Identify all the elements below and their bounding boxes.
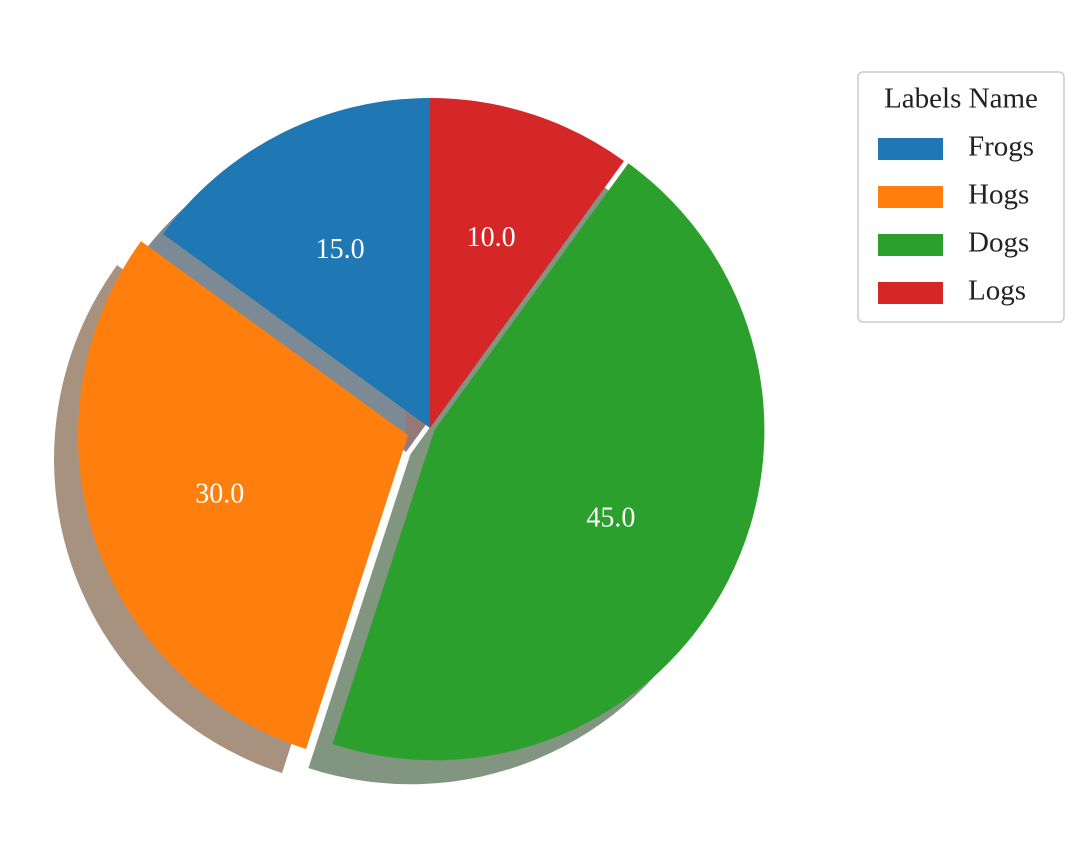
legend-swatch bbox=[878, 282, 943, 304]
labels: 15.0 30.0 45.0 10.0 bbox=[195, 222, 635, 533]
value-label: 30.0 bbox=[195, 479, 244, 510]
value-label: 10.0 bbox=[467, 222, 516, 253]
legend: Labels Name Frogs Hogs Dogs Logs bbox=[857, 71, 1065, 323]
legend-swatch bbox=[878, 186, 943, 208]
wedge bbox=[430, 98, 624, 428]
wedge bbox=[332, 163, 765, 761]
legend-label: Logs bbox=[968, 275, 1026, 307]
legend-label: Dogs bbox=[968, 227, 1029, 259]
value-label: 15.0 bbox=[316, 234, 365, 265]
wedge bbox=[78, 241, 409, 749]
value-label: 45.0 bbox=[586, 503, 635, 534]
legend-swatch bbox=[878, 138, 943, 160]
wedges bbox=[78, 98, 765, 761]
legend-swatch bbox=[878, 234, 943, 256]
legend-label: Hogs bbox=[968, 179, 1029, 211]
legend-box bbox=[857, 71, 1065, 323]
wedge bbox=[163, 98, 430, 428]
legend-title: Labels Name bbox=[884, 83, 1038, 115]
legend-label: Frogs bbox=[968, 131, 1034, 163]
